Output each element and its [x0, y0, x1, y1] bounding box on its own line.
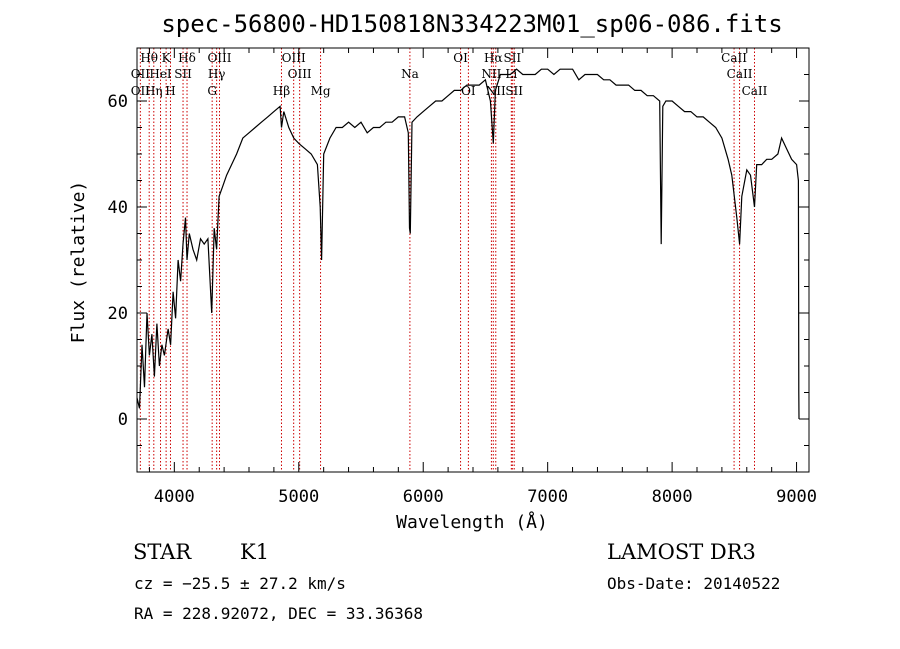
line-label: G [207, 84, 217, 98]
y-tick-label: 0 [118, 410, 128, 430]
line-label: SII [174, 67, 192, 81]
line-label: Hγ [208, 67, 226, 81]
x-tick-label: 4000 [154, 487, 195, 507]
x-tick-label: 5000 [278, 487, 319, 507]
line-label: OIII [207, 51, 231, 65]
line-label: Hβ [273, 84, 290, 98]
plot-frame [136, 47, 810, 473]
line-label: SII [503, 51, 521, 65]
line-label: OII [131, 84, 151, 98]
line-label: SII [505, 84, 523, 98]
line-label: CaII [727, 67, 753, 81]
y-tick-label: 40 [108, 198, 128, 218]
x-tick-label: 6000 [403, 487, 444, 507]
redshift-cz: cz = −25.5 ± 27.2 km/s [134, 574, 346, 593]
series-layer [136, 68, 800, 420]
line-label: Na [401, 67, 419, 81]
line-label: HeI [149, 67, 172, 81]
obs-date: Obs-Date: 20140522 [607, 574, 780, 593]
x-axis-label: Wavelength (Å) [396, 511, 548, 533]
line-label: OIII [282, 51, 306, 65]
line-label: CaII [721, 51, 747, 65]
x-tick-label: 7000 [527, 487, 568, 507]
line-label: OI [461, 84, 476, 98]
line-label: Hα [484, 51, 503, 65]
y-tick-label: 60 [108, 92, 128, 112]
line-label: OI [453, 51, 468, 65]
line-label: Hη [145, 84, 163, 98]
ra-dec: RA = 228.92072, DEC = 33.36368 [134, 604, 423, 623]
y-axis-label: Flux (relative) [68, 181, 89, 344]
object-subclass: K1 [240, 540, 269, 564]
y-axis: 0 20 40 60 [108, 47, 809, 473]
line-label: H [165, 84, 175, 98]
line-label: OIII [288, 67, 312, 81]
x-tick-label: 8000 [652, 487, 693, 507]
x-axis: 4000 5000 6000 7000 8000 9000 [148, 48, 817, 507]
line-label: Hθ [140, 51, 158, 65]
spectrum-line [136, 68, 800, 420]
survey-name: LAMOST DR3 [607, 540, 756, 564]
line-label: CaII [742, 84, 768, 98]
line-label: NII [481, 67, 501, 81]
line-label: Mg [311, 84, 331, 98]
line-label: Hδ [178, 51, 196, 65]
y-tick-label: 20 [108, 304, 128, 324]
x-tick-label: 9000 [776, 487, 817, 507]
line-label: K [162, 51, 172, 65]
chart-title: spec-56800-HD150818N334223M01_sp06-086.f… [161, 10, 782, 38]
object-class: STAR [133, 540, 192, 564]
